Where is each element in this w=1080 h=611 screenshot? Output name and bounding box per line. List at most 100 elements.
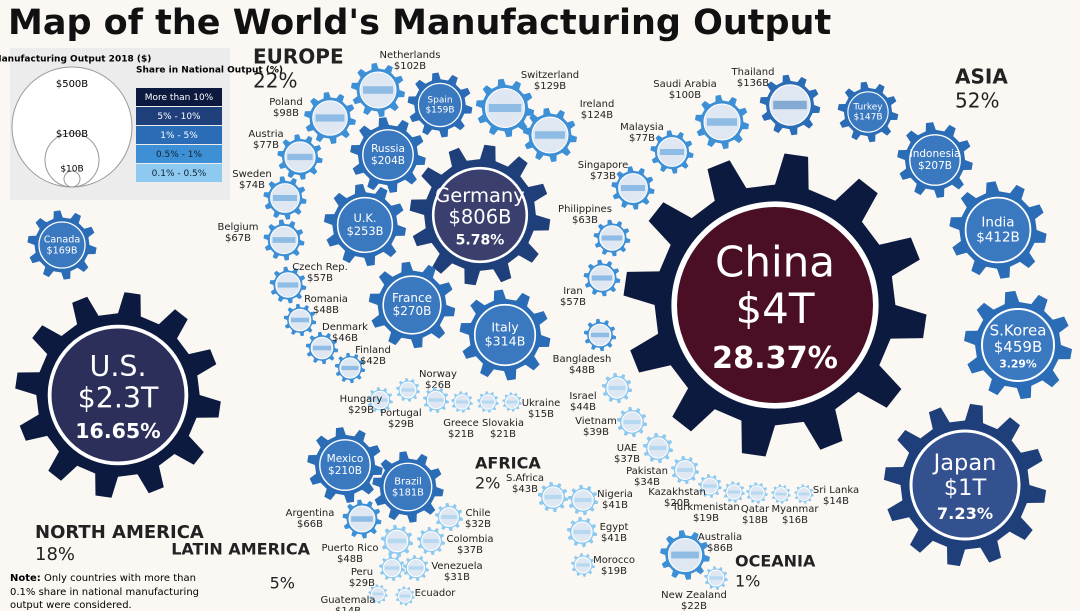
country-value: $159B <box>425 105 454 115</box>
country-name: China <box>715 238 835 287</box>
country-name: Thailand <box>731 67 775 78</box>
legend-size: $10B <box>60 165 83 175</box>
legend-share: 0.1% - 0.5% <box>152 169 207 179</box>
country-value: $74B <box>239 180 265 191</box>
country-name: S.Africa <box>506 473 544 484</box>
legend-circle <box>63 170 81 188</box>
country-value: $18B <box>742 515 768 526</box>
country-name: Sri Lanka <box>813 485 859 496</box>
country-name: Ukraine <box>522 398 561 409</box>
country-value: $270B <box>393 304 432 318</box>
country-value: $19B <box>693 513 719 524</box>
country-name: Canada <box>44 235 81 246</box>
flag-band <box>775 492 787 496</box>
region-share: 1% <box>735 572 760 591</box>
flag-band <box>601 235 623 241</box>
flag-band <box>363 86 393 94</box>
country-value: $77B <box>253 140 279 151</box>
flag-band <box>272 237 296 243</box>
gear-inner <box>909 134 961 186</box>
country-name: Hungary <box>340 394 383 405</box>
country-name: Philippines <box>558 204 612 215</box>
legend-share: 5% - 10% <box>157 112 201 122</box>
flag-band <box>707 118 737 126</box>
country-name: Egypt <box>600 522 629 533</box>
gear-inner <box>431 166 529 264</box>
flag-band <box>313 345 331 351</box>
country-value: $124B <box>581 110 613 121</box>
flag-band <box>315 114 345 122</box>
gear-inner <box>417 82 463 128</box>
country-value: $46B <box>332 333 358 344</box>
country-value: $15B <box>528 409 554 420</box>
note: Note: Only countries with more than <box>10 573 196 584</box>
country-name: Brazil <box>394 477 422 488</box>
country-value: $100B <box>669 90 701 101</box>
flag-band <box>341 365 359 371</box>
region-name: OCEANIA <box>735 552 816 571</box>
legend-swatch <box>136 126 222 144</box>
country-value: $29B <box>348 405 374 416</box>
note-text: 0.1% share in national manufacturing <box>10 587 199 598</box>
flag-band <box>573 529 591 535</box>
country-name: Austria <box>248 129 283 140</box>
region-name: EUROPE <box>253 45 344 69</box>
country-share: 28.37% <box>712 341 838 376</box>
country-name: Argentina <box>286 508 335 519</box>
region-name: NORTH AMERICA <box>35 522 204 543</box>
country-name: U.K. <box>353 211 376 225</box>
flag-band <box>287 153 313 161</box>
legend-size-title: Manufacturing Output 2018 ($) <box>0 55 151 65</box>
region-share: 2% <box>475 474 500 493</box>
country-name: Belgium <box>218 222 259 233</box>
country-value: $32B <box>465 519 491 530</box>
flag-band <box>621 185 645 191</box>
country-value: $41B <box>602 500 628 511</box>
legend-shares: Share in National Output (%) More than 10… <box>136 66 283 182</box>
country-name: Australia <box>698 532 742 543</box>
country-value: $1T <box>944 475 987 501</box>
gear-inner <box>847 91 889 133</box>
country-name: UAE <box>617 443 637 454</box>
region-name: ASIA <box>955 65 1008 89</box>
country-name: Finland <box>355 345 391 356</box>
country-name: Italy <box>491 320 519 335</box>
flag-band <box>488 103 522 113</box>
gear-inner <box>319 439 371 491</box>
country-name: Kazakhstan <box>648 487 706 498</box>
flag-band <box>608 385 626 391</box>
country-value: $48B <box>569 365 595 376</box>
country-name: Chile <box>465 508 490 519</box>
country-name: Japan <box>932 450 997 476</box>
country-value: $66B <box>297 519 323 530</box>
country-name: Mexico <box>327 453 364 465</box>
flag-band <box>401 388 415 392</box>
country-value: $253B <box>347 224 384 238</box>
country-value: $43B <box>512 484 538 495</box>
country-value: $169B <box>47 245 78 256</box>
flag-band <box>544 494 562 500</box>
country-name: Denmark <box>322 322 368 333</box>
legend-share: 0.5% - 1% <box>156 150 203 160</box>
country-name: Russia <box>371 143 405 155</box>
country-value: $29B <box>349 578 375 589</box>
legend-swatch <box>136 145 222 163</box>
gear-inner <box>47 324 189 466</box>
flag-band <box>677 468 693 472</box>
legend-size: $500B <box>56 79 88 90</box>
country-name: Norway <box>419 369 457 380</box>
country-share: 16.65% <box>75 419 160 443</box>
country-value: $57B <box>560 297 586 308</box>
legend-share: More than 10% <box>145 93 214 103</box>
gear-inner <box>336 196 394 254</box>
gear-inner <box>38 221 86 269</box>
country-name: Bangladesh <box>553 354 612 365</box>
region-share: 5% <box>270 574 295 593</box>
note-text: output were considered. <box>10 600 132 611</box>
country-value: $2.3T <box>78 381 159 414</box>
country-value: $98B <box>273 108 299 119</box>
country-name: Czech Rep. <box>292 262 348 273</box>
country-share: 7.23% <box>937 504 993 523</box>
legend-size: $100B <box>56 129 88 140</box>
